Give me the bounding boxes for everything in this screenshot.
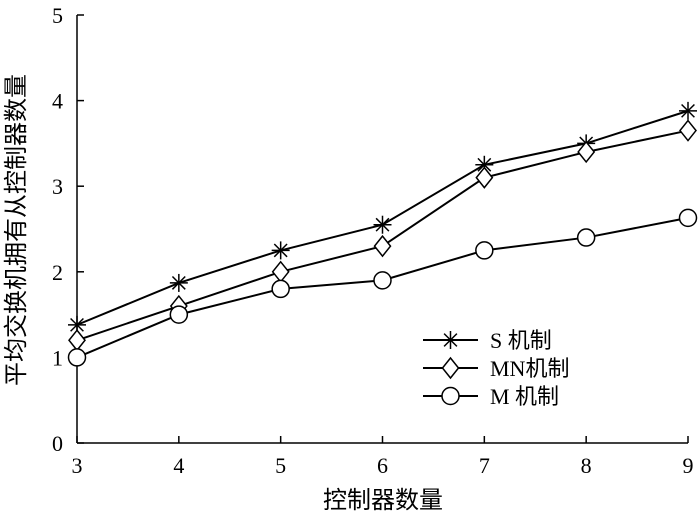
legend-marker-star bbox=[441, 331, 460, 349]
legend-label: M 机制 bbox=[490, 384, 559, 409]
data-point-circle bbox=[169, 305, 189, 324]
data-point-diamond bbox=[679, 119, 697, 142]
legend-label: MN机制 bbox=[490, 356, 569, 381]
data-point-circle bbox=[271, 279, 290, 299]
y-tick-label: 2 bbox=[52, 260, 63, 285]
data-point-circle bbox=[373, 271, 392, 290]
y-tick-label: 0 bbox=[52, 431, 63, 456]
data-point-circle bbox=[678, 208, 698, 228]
x-tick-label: 5 bbox=[275, 453, 286, 478]
data-point-circle bbox=[475, 241, 494, 260]
data-point-circle bbox=[67, 348, 87, 367]
data-point-star bbox=[271, 241, 290, 260]
data-point-diamond bbox=[373, 234, 392, 258]
data-point-star bbox=[475, 155, 494, 174]
x-axis-title: 控制器数量 bbox=[323, 486, 443, 514]
x-tick-label: 7 bbox=[479, 453, 490, 478]
data-point-star bbox=[373, 215, 392, 234]
y-tick-label: 1 bbox=[52, 345, 63, 370]
legend-label: S 机制 bbox=[490, 328, 552, 353]
y-axis-title: 平均交换机拥有从控制器数量 bbox=[2, 74, 30, 386]
legend-marker-circle bbox=[441, 386, 460, 406]
data-point-diamond bbox=[577, 140, 596, 164]
data-point-diamond bbox=[68, 329, 86, 352]
legend-marker-diamond bbox=[441, 356, 460, 380]
x-tick-label: 8 bbox=[581, 453, 592, 478]
y-tick-label: 3 bbox=[52, 174, 63, 199]
data-point-star bbox=[679, 101, 697, 120]
x-tick-label: 4 bbox=[173, 453, 184, 478]
x-tick-label: 6 bbox=[377, 453, 388, 478]
data-point-star bbox=[169, 273, 188, 292]
y-tick-label: 5 bbox=[52, 3, 63, 28]
data-point-diamond bbox=[271, 260, 290, 284]
data-point-diamond bbox=[475, 166, 494, 189]
x-tick-label: 9 bbox=[683, 453, 694, 478]
y-tick-label: 4 bbox=[52, 89, 63, 114]
x-tick-label: 3 bbox=[72, 453, 83, 478]
data-point-circle bbox=[576, 228, 596, 247]
